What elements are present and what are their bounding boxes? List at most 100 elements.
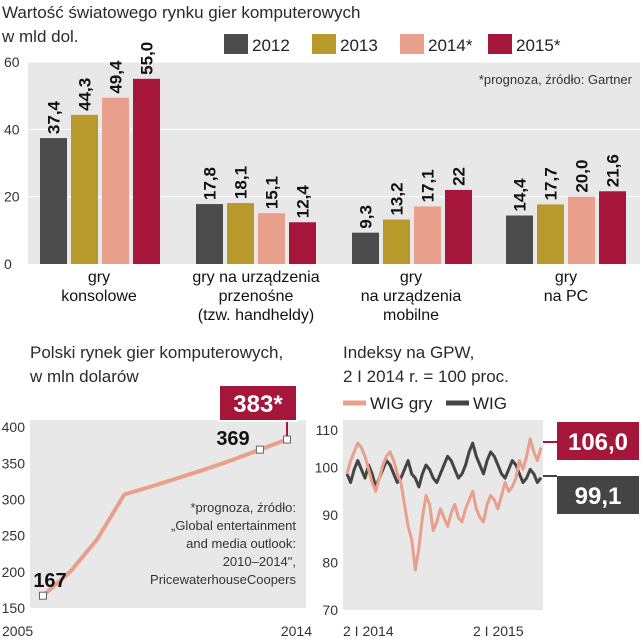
bar-value-label: 17,8 [201, 167, 220, 200]
y-tick-label: 0 [4, 256, 12, 272]
y-tick-label: 250 [2, 528, 26, 544]
bar-value-label: 20,0 [573, 160, 592, 193]
world-market-chart: Wartość światowego rynku gier komputerow… [1, 3, 640, 324]
badge-wig-box [557, 476, 639, 514]
y-tick-label: 100 [315, 460, 339, 476]
category-label: gry [555, 269, 577, 286]
chart1-y-axis: 0 20 40 60 [4, 54, 20, 272]
gpw-indices-chart: Indeksy na GPW, 2 I 2014 r. = 100 proc. … [315, 343, 639, 639]
chart2-x-tick-end: 2014 [281, 623, 312, 639]
legend-swatch [224, 34, 248, 54]
y-tick-label: 20 [4, 189, 20, 205]
legend-label: 2014* [428, 36, 473, 55]
category-label: gry na urządzenia [192, 269, 319, 286]
y-tick-label: 300 [2, 492, 26, 508]
bar [102, 97, 129, 264]
bar [352, 232, 379, 264]
chart2-badge-box [218, 384, 298, 422]
chart2-source-note: *prognoza, źródło: „Global entertainment a… [150, 500, 296, 587]
bar-value-label: 9,3 [357, 205, 376, 229]
category-label: gry [88, 269, 110, 286]
chart3-badge-wig-gry: 106,0 [543, 422, 639, 460]
chart3-series-wig-gry [345, 437, 543, 572]
category-label: mobilne [383, 307, 439, 324]
bar-value-label: 17,7 [542, 167, 561, 200]
chart3-x-tick-start: 2 I 2014 [343, 623, 394, 639]
chart3-y-axis: 70 80 90 100 110 [315, 422, 339, 618]
bar-value-label: 44,3 [76, 78, 95, 111]
y-tick-label: 60 [4, 54, 20, 70]
note-line: „Global entertainment [171, 518, 296, 533]
legend-label: 2013 [340, 36, 378, 55]
bar [227, 203, 254, 264]
category-label: gry [400, 269, 422, 286]
note-line: PricewaterhouseCoopers [150, 572, 296, 587]
bar-value-label: 22 [450, 167, 469, 186]
chart2-series-line [41, 437, 288, 598]
bar-value-label: 13,2 [388, 182, 407, 215]
bar-value-label: 37,4 [45, 100, 64, 134]
chart1-title: Wartość światowego rynku gier komputerow… [2, 3, 360, 22]
note-line: and media outlook: [186, 536, 296, 551]
bar [568, 196, 595, 264]
category-label: na PC [544, 288, 588, 305]
bar [133, 78, 160, 264]
category-label: konsolowe [61, 288, 137, 305]
chart2-x-tick-start: 2005 [2, 623, 33, 639]
chart3-title: Indeksy na GPW, [343, 343, 474, 362]
y-tick-label: 350 [2, 455, 26, 471]
y-tick-label: 40 [4, 121, 20, 137]
chart2-mid-label: 369 [216, 428, 249, 450]
legend-label: 2015* [516, 36, 561, 55]
y-tick-label: 110 [316, 422, 339, 438]
chart1-source-note: *prognoza, źródło: Gartner [479, 72, 633, 87]
chart2-y-axis: 150 200 250 300 350 400 [2, 419, 26, 616]
polish-market-chart: Polski rynek gier komputerowych, w mln d… [2, 343, 313, 639]
bar-value-label: 55,0 [138, 42, 157, 75]
legend-swatch [400, 34, 424, 54]
legend-label-wig: WIG [473, 394, 507, 413]
bar [506, 215, 533, 264]
badge-wig-gry-value: 106,0 [568, 429, 628, 456]
chart1-gridlines [28, 61, 640, 198]
chart3-subtitle: 2 I 2014 r. = 100 proc. [343, 367, 509, 386]
category-label: przenośne [219, 288, 294, 305]
data-point-marker [283, 435, 291, 444]
y-tick-label: 400 [2, 419, 26, 435]
data-point-marker [39, 591, 47, 600]
bar-value-label: 15,1 [263, 176, 282, 209]
bar-value-label: 14,4 [511, 178, 530, 212]
category-label: na urządzenia [361, 288, 462, 305]
chart1-legend: 2012 2013 2014* 2015* [224, 34, 561, 55]
chart2-last-badge: 383* [218, 384, 298, 436]
bar [40, 138, 67, 264]
chart1-subtitle: w mld dol. [1, 27, 79, 46]
chart3-x-tick-end: 2 I 2015 [473, 623, 524, 639]
bar-value-label: 12,4 [294, 185, 313, 219]
bar-value-label: 18,1 [232, 166, 251, 199]
bar [537, 204, 564, 264]
category-label: (tzw. handheldy) [198, 307, 315, 324]
bar-value-label: 17,1 [419, 169, 438, 202]
bar [445, 189, 472, 264]
y-tick-label: 200 [2, 564, 26, 580]
note-line: 2010–2014", [223, 554, 296, 569]
legend-label-wig-gry: WIG gry [370, 394, 433, 413]
chart1-category-labels: gry konsolowe gry na urządzenia przenośne (t… [61, 269, 588, 324]
bar-value-label: 21,6 [604, 154, 623, 187]
bar [383, 219, 410, 264]
y-tick-label: 150 [2, 600, 26, 616]
chart3-legend: WIG gry WIG [343, 394, 507, 413]
y-tick-label: 70 [322, 602, 338, 618]
bar-value-label: 49,4 [107, 60, 126, 94]
bar [414, 206, 441, 264]
data-point-marker [255, 445, 264, 454]
legend-swatch [312, 34, 336, 54]
chart2-first-label: 167 [33, 570, 66, 592]
legend-swatch [488, 34, 512, 54]
chart2-title: Polski rynek gier komputerowych, [30, 343, 283, 362]
y-tick-label: 90 [322, 507, 338, 523]
bar [196, 204, 223, 264]
y-tick-label: 80 [322, 555, 338, 571]
